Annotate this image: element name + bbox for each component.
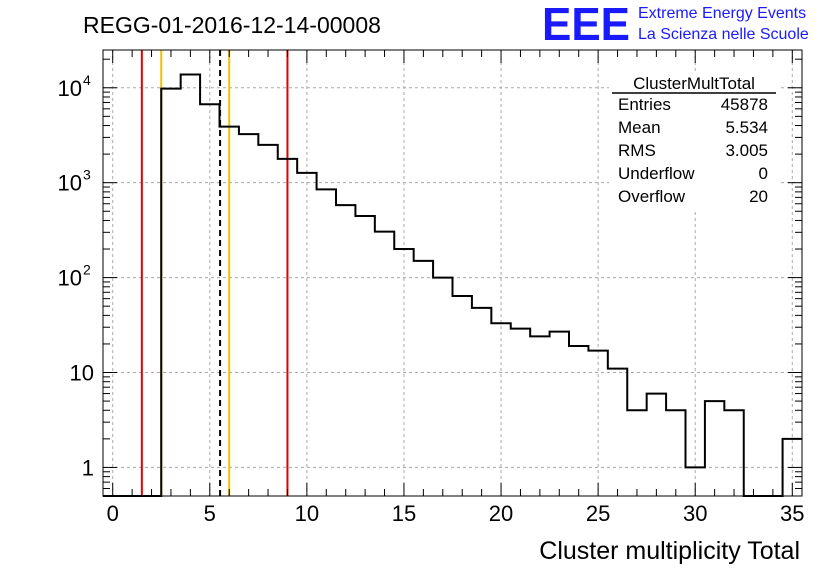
eee-logo: EEE Extreme Energy Events La Scienza nel…	[542, 0, 809, 50]
histogram-bin-23	[550, 332, 569, 496]
y-tick-label-exp-4: 4	[83, 72, 91, 88]
histogram-bin-12	[336, 205, 355, 496]
histogram-bin-10	[297, 173, 316, 496]
chart-title: REGG-01-2016-12-14-00008	[83, 12, 381, 38]
histogram-bin-27	[627, 410, 646, 496]
y-tick-label-0: 1	[82, 455, 94, 480]
histogram-bin-16	[414, 261, 433, 496]
logo-line-1: Extreme Energy Events	[638, 5, 806, 22]
histogram-bin-28	[647, 394, 666, 496]
stats-value-underflow: 0	[759, 164, 768, 183]
histogram-bin-18	[453, 296, 472, 496]
stats-rows: Entries 45878 Mean 5.534 RMS 3.005 Underflow 0 O…	[618, 95, 768, 206]
stats-label-rms: RMS	[618, 141, 656, 160]
x-tick-label-0: 0	[107, 501, 119, 526]
histogram-bin-8	[258, 145, 277, 496]
x-tick-label-2: 10	[295, 501, 319, 526]
stats-box: ClusterMultTotal Entries 45878 Mean 5.534 RM…	[609, 74, 779, 212]
histogram-bin-11	[317, 189, 336, 496]
stats-title: ClusterMultTotal	[633, 74, 755, 93]
x-tick-label-5: 25	[586, 501, 610, 526]
logo-text: EEE	[542, 0, 630, 50]
histogram-bin-5	[200, 104, 219, 496]
stats-value-rms: 3.005	[725, 141, 768, 160]
y-tick-label-1: 10	[70, 361, 94, 386]
histogram-bin-32	[724, 410, 743, 496]
histogram-bin-9	[278, 159, 297, 496]
stats-box-background	[609, 74, 779, 212]
stats-label-mean: Mean	[618, 118, 661, 137]
stats-label-entries: Entries	[618, 95, 671, 114]
histogram-bin-4	[181, 74, 200, 496]
y-tick-label-exp-2: 2	[83, 262, 91, 278]
histogram-outline	[103, 73, 802, 497]
x-tick-label-6: 30	[683, 501, 707, 526]
histogram-bin-17	[433, 278, 452, 496]
histogram-bin-3	[161, 89, 180, 496]
histogram-bin-15	[394, 249, 413, 496]
histogram-bins	[103, 73, 802, 497]
histogram-bin-19	[472, 308, 491, 496]
stats-value-entries: 45878	[721, 95, 768, 114]
plot-frame	[102, 49, 803, 497]
y-tick-label-3: 10	[58, 171, 82, 196]
histogram-bin-24	[569, 346, 588, 496]
histogram-bin-20	[491, 323, 510, 496]
x-tick-label-4: 20	[489, 501, 513, 526]
x-axis-label: Cluster multiplicity Total	[539, 537, 800, 565]
stats-label-overflow: Overflow	[618, 187, 686, 206]
stats-value-overflow: 20	[749, 187, 768, 206]
histogram-bin-7	[239, 134, 258, 496]
histogram-bin-13	[355, 216, 374, 496]
histogram-bin-22	[530, 336, 549, 496]
histogram-bin-26	[608, 369, 627, 496]
x-axis: 0 5 10 15 20 25 30 35	[107, 50, 805, 526]
stats-value-mean: 5.534	[725, 118, 768, 137]
histogram-bin-21	[511, 329, 530, 496]
y-tick-label-4: 10	[58, 76, 82, 101]
x-tick-label-3: 15	[392, 501, 416, 526]
histogram-bin-31	[705, 401, 724, 496]
y-tick-label-exp-3: 3	[83, 167, 91, 183]
stats-label-underflow: Underflow	[618, 164, 695, 183]
y-tick-label-2: 10	[58, 266, 82, 291]
x-tick-label-1: 5	[204, 501, 216, 526]
histogram-bin-29	[666, 410, 685, 496]
histogram-bin-6	[220, 127, 239, 496]
histogram-bin-14	[375, 232, 394, 496]
x-tick-label-7: 35	[780, 501, 804, 526]
logo-line-2: La Scienza nelle Scuole	[638, 26, 809, 43]
histogram-bin-25	[588, 351, 607, 496]
